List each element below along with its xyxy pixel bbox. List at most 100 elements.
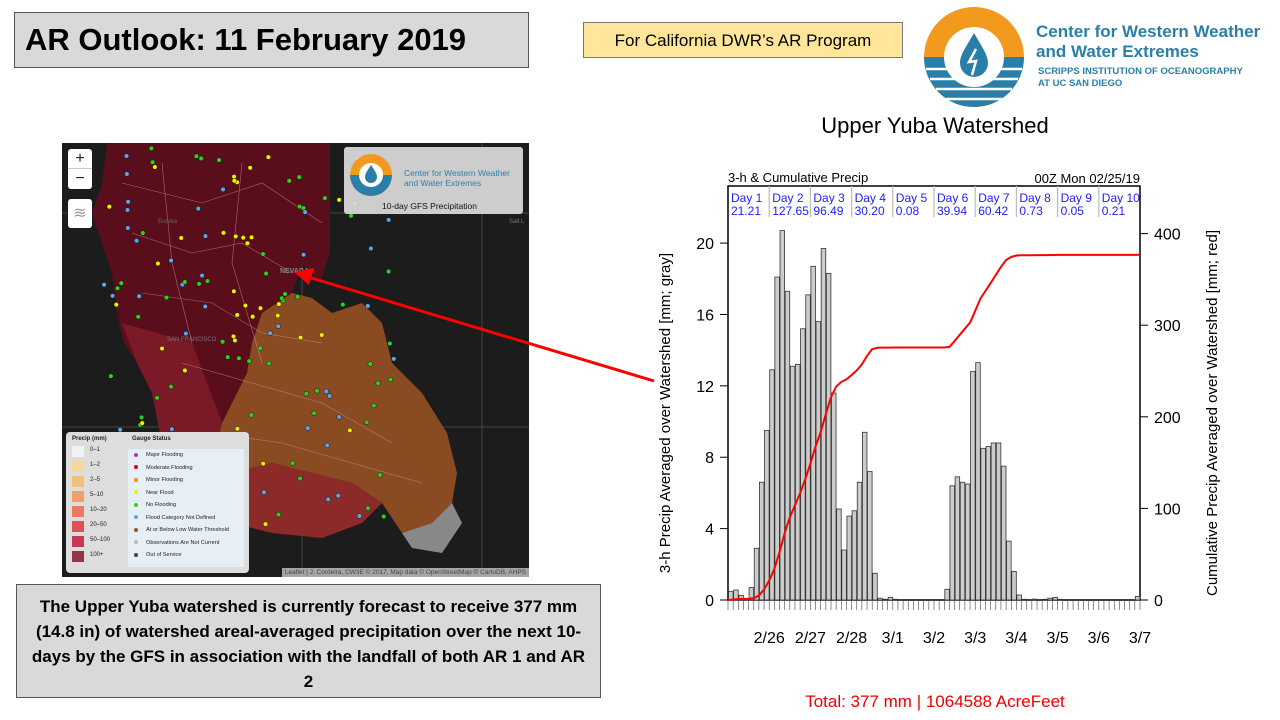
gauge-marker[interactable] <box>203 233 209 239</box>
gauge-marker[interactable] <box>168 257 174 263</box>
gauge-marker[interactable] <box>106 204 112 210</box>
gauge-marker[interactable] <box>220 186 226 192</box>
gauge-marker[interactable] <box>199 273 205 279</box>
gauge-marker[interactable] <box>257 305 263 311</box>
gauge-marker[interactable] <box>216 157 222 163</box>
gauge-marker[interactable] <box>365 303 371 309</box>
gauge-marker[interactable] <box>348 213 354 219</box>
gauge-marker[interactable] <box>276 301 282 307</box>
gauge-marker[interactable] <box>368 245 374 251</box>
gauge-marker[interactable] <box>225 354 231 360</box>
gauge-marker[interactable] <box>231 288 237 294</box>
gauge-marker[interactable] <box>327 393 333 399</box>
gauge-marker[interactable] <box>275 323 281 329</box>
gauge-marker[interactable] <box>230 333 236 339</box>
gauge-marker[interactable] <box>152 164 158 170</box>
gauge-marker[interactable] <box>286 178 292 184</box>
gauge-marker[interactable] <box>275 512 281 518</box>
gauge-marker[interactable] <box>365 505 371 511</box>
gauge-marker[interactable] <box>250 314 256 320</box>
precip-map[interactable]: NEVADA SAN FRANCISCO Eureka Salt L + − ≋… <box>62 143 529 577</box>
zoom-in-button[interactable]: + <box>75 150 85 167</box>
gauge-marker[interactable] <box>124 153 130 159</box>
gauge-marker[interactable] <box>297 204 303 210</box>
gauge-marker[interactable] <box>371 403 377 409</box>
gauge-marker[interactable] <box>367 361 373 367</box>
gauge-marker[interactable] <box>282 291 288 297</box>
gauge-marker[interactable] <box>139 420 145 426</box>
gauge-marker[interactable] <box>247 165 253 171</box>
gauge-marker[interactable] <box>196 281 202 287</box>
gauge-marker[interactable] <box>246 358 252 364</box>
gauge-marker[interactable] <box>183 331 189 337</box>
gauge-marker[interactable] <box>148 145 154 151</box>
gauge-marker[interactable] <box>231 178 237 184</box>
gauge-marker[interactable] <box>322 195 328 201</box>
gauge-marker[interactable] <box>205 278 211 284</box>
gauge-marker[interactable] <box>234 312 240 318</box>
gauge-marker[interactable] <box>101 282 107 288</box>
gauge-marker[interactable] <box>155 261 161 267</box>
gauge-marker[interactable] <box>193 153 199 159</box>
gauge-marker[interactable] <box>220 230 226 236</box>
gauge-marker[interactable] <box>297 475 303 481</box>
gauge-marker[interactable] <box>195 206 201 212</box>
gauge-marker[interactable] <box>261 489 267 495</box>
gauge-marker[interactable] <box>140 230 146 236</box>
gauge-marker[interactable] <box>267 330 273 336</box>
gauge-marker[interactable] <box>134 238 140 244</box>
gauge-marker[interactable] <box>319 332 325 338</box>
gauge-marker[interactable] <box>136 293 142 299</box>
gauge-marker[interactable] <box>377 472 383 478</box>
gauge-marker[interactable] <box>198 155 204 161</box>
gauge-marker[interactable] <box>296 174 302 180</box>
gauge-marker[interactable] <box>336 414 342 420</box>
gauge-marker[interactable] <box>139 414 145 420</box>
gauge-marker[interactable] <box>364 419 370 425</box>
gauge-marker[interactable] <box>295 294 301 300</box>
gauge-marker[interactable] <box>340 302 346 308</box>
gauge-marker[interactable] <box>110 293 116 299</box>
gauge-marker[interactable] <box>311 410 317 416</box>
gauge-marker[interactable] <box>263 271 269 277</box>
gauge-marker[interactable] <box>336 197 342 203</box>
gauge-marker[interactable] <box>314 388 320 394</box>
gauge-marker[interactable] <box>375 380 381 386</box>
gauge-marker[interactable] <box>386 268 392 274</box>
gauge-marker[interactable] <box>125 225 131 231</box>
gauge-marker[interactable] <box>290 460 296 466</box>
gauge-marker[interactable] <box>178 235 184 241</box>
gauge-marker[interactable] <box>387 340 393 346</box>
gauge-marker[interactable] <box>115 285 121 291</box>
gauge-marker[interactable] <box>182 367 188 373</box>
gauge-marker[interactable] <box>302 209 308 215</box>
gauge-marker[interactable] <box>347 427 353 433</box>
gauge-marker[interactable] <box>159 346 165 352</box>
gauge-marker[interactable] <box>260 461 266 467</box>
zoom-out-button[interactable]: − <box>68 168 92 188</box>
gauge-marker[interactable] <box>233 233 239 239</box>
gauge-marker[interactable] <box>113 302 119 308</box>
gauge-marker[interactable] <box>240 235 246 241</box>
gauge-marker[interactable] <box>303 391 309 397</box>
gauge-marker[interactable] <box>387 376 393 382</box>
gauge-marker[interactable] <box>305 425 311 431</box>
map-attribution[interactable]: Leaflet | J. Cordeira, CW3E © 2017, Map … <box>281 568 529 577</box>
gauge-marker[interactable] <box>202 304 208 310</box>
gauge-marker[interactable] <box>249 234 255 240</box>
gauge-marker[interactable] <box>108 373 114 379</box>
gauge-marker[interactable] <box>135 314 141 320</box>
gauge-marker[interactable] <box>150 159 156 165</box>
gauge-marker[interactable] <box>263 521 269 527</box>
gauge-marker[interactable] <box>125 199 131 205</box>
gauge-marker[interactable] <box>164 295 170 301</box>
gauge-marker[interactable] <box>236 355 242 361</box>
gauge-marker[interactable] <box>298 335 304 341</box>
gauge-marker[interactable] <box>168 384 174 390</box>
gauge-marker[interactable] <box>325 496 331 502</box>
gauge-marker[interactable] <box>257 345 263 351</box>
gauge-marker[interactable] <box>260 251 266 257</box>
layers-button[interactable]: ≋ <box>68 199 92 228</box>
gauge-marker[interactable] <box>242 303 248 309</box>
gauge-marker[interactable] <box>266 361 272 367</box>
